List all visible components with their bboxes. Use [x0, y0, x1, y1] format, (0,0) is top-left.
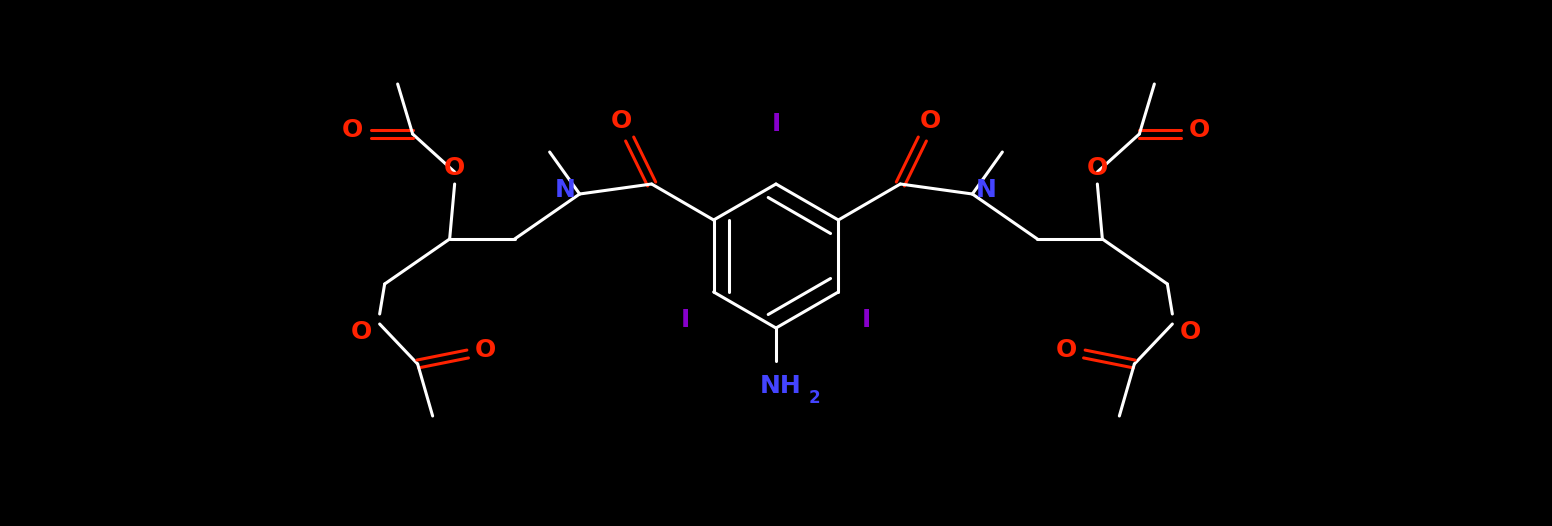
Text: O: O	[341, 118, 363, 142]
Text: O: O	[611, 109, 632, 133]
Text: O: O	[920, 109, 941, 133]
Text: I: I	[771, 112, 781, 136]
Text: O: O	[1189, 118, 1211, 142]
Text: N: N	[976, 178, 996, 202]
Text: 2: 2	[809, 389, 819, 407]
Text: O: O	[1055, 338, 1077, 362]
Text: N: N	[556, 178, 576, 202]
Text: O: O	[1086, 156, 1108, 180]
Text: O: O	[351, 320, 372, 344]
Text: O: O	[1180, 320, 1201, 344]
Text: NH: NH	[760, 374, 802, 398]
Text: I: I	[861, 308, 871, 332]
Text: O: O	[475, 338, 497, 362]
Text: I: I	[681, 308, 691, 332]
Text: O: O	[444, 156, 466, 180]
